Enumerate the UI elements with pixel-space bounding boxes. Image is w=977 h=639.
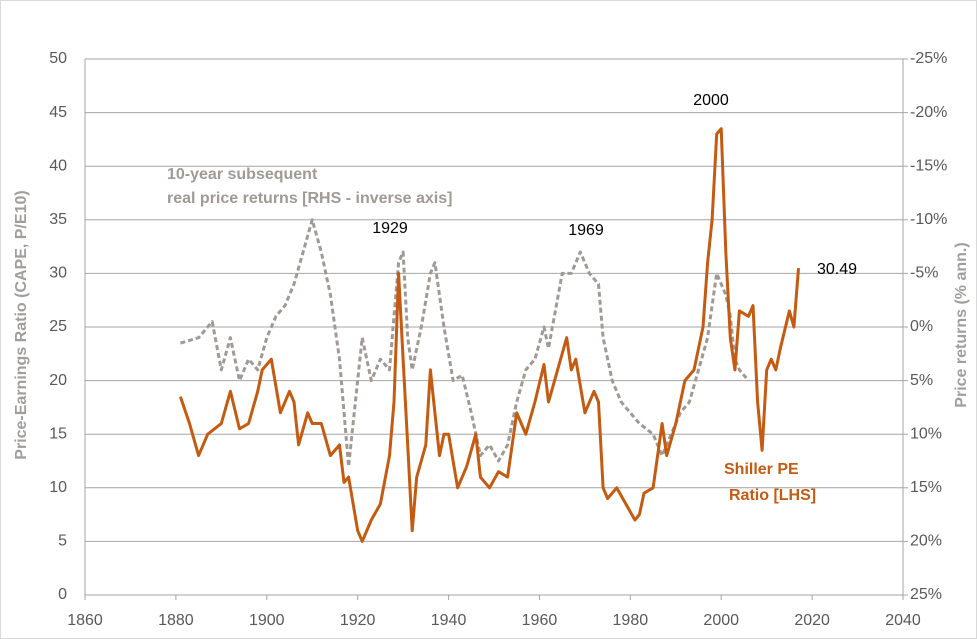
y2-tick-label: -25% [910,50,947,67]
y-tick-label: 50 [49,50,67,67]
y2-tick-label: -15% [910,157,947,174]
x-tick-label: 1980 [613,612,649,629]
x-tick-label: 1880 [158,612,194,629]
x-tick-label: 2000 [703,612,739,629]
y-tick-label: 35 [49,211,67,228]
y-tick-label: 25 [49,318,67,335]
annotation: 2000 [693,92,729,109]
y2-tick-label: 0% [910,318,933,335]
series-label: real price returns [RHS - inverse axis] [167,190,452,207]
x-tick-label: 1900 [249,612,285,629]
y2-tick-label: 5% [910,372,933,389]
annotation: 1969 [568,222,604,239]
x-tick-label: 1860 [67,612,103,629]
series-label: Shiller PE [724,461,799,478]
x-tick-label: 1960 [522,612,558,629]
annotation: 1929 [372,220,408,237]
x-tick-label: 1920 [340,612,376,629]
y-tick-label: 40 [49,157,67,174]
x-tick-label: 2020 [794,612,830,629]
y2-tick-label: 25% [910,586,942,603]
series-label: Ratio [LHS] [729,487,816,504]
y2-axis-title: Price returns (% ann.) [953,242,970,407]
series-label: 10-year subsequent [167,166,318,183]
x-tick-label: 2040 [885,612,921,629]
y-tick-label: 15 [49,425,67,442]
y2-tick-label: -20% [910,104,947,121]
y2-tick-label: 15% [910,479,942,496]
series-line [178,127,800,543]
annotation: 30.49 [817,261,857,278]
y2-tick-label: -5% [910,265,938,282]
x-tick-label: 1940 [431,612,467,629]
y-tick-label: 5 [58,533,67,550]
y-tick-label: 20 [49,372,67,389]
y-tick-label: 0 [58,586,67,603]
y-axis-title: Price-Earnings Ratio (CAPE, P/E10) [13,190,30,459]
y-tick-label: 10 [49,479,67,496]
y-tick-label: 45 [49,104,67,121]
y2-tick-label: -10% [910,211,947,228]
y2-tick-label: 20% [910,533,942,550]
y2-tick-label: 10% [910,425,942,442]
y-tick-label: 30 [49,265,67,282]
